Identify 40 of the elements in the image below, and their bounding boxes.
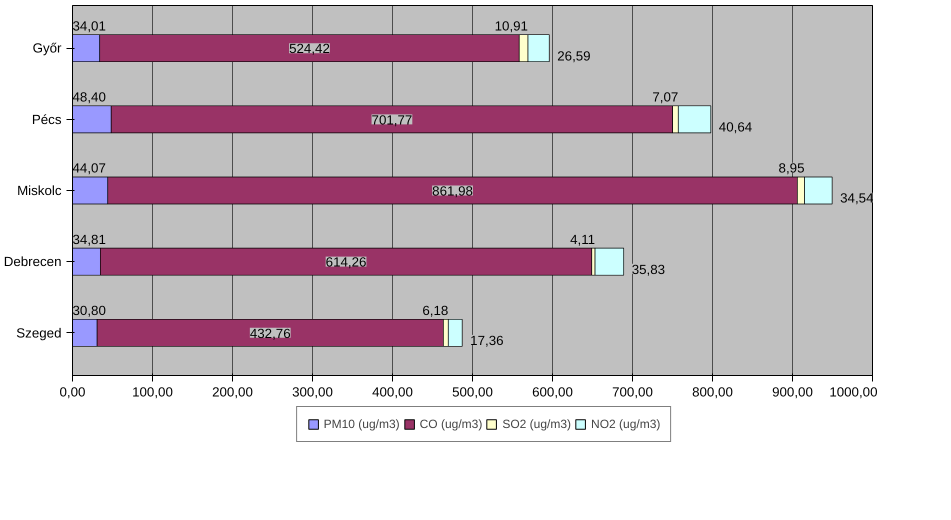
data-label: 861,98 — [432, 184, 473, 198]
legend-label: PM10 (ug/m3) — [324, 417, 400, 431]
data-label: 34,81 — [72, 232, 106, 247]
x-tick-label: 1000,00 — [829, 384, 878, 400]
x-tick-label: 900,00 — [772, 384, 813, 400]
y-tick-label: Szeged — [16, 325, 62, 340]
data-label: 35,83 — [632, 262, 666, 277]
legend-label: NO2 (ug/m3) — [591, 417, 660, 431]
data-label: 44,07 — [72, 160, 106, 176]
y-tick-label: Miskolc — [17, 183, 62, 198]
data-label: 524,42 — [289, 41, 330, 56]
data-label: 7,07 — [652, 90, 678, 105]
x-tick-label: 500,00 — [452, 384, 493, 400]
bar — [594, 248, 624, 276]
x-tick-label: 600,00 — [532, 384, 573, 400]
legend-label: SO2 (ug/m3) — [502, 417, 572, 431]
data-label: 8,95 — [778, 160, 805, 176]
data-label: 26,59 — [557, 48, 591, 64]
x-tick-label: 300,00 — [292, 384, 333, 400]
legend-label: CO (ug/m3) — [420, 417, 482, 431]
data-label: 48,40 — [72, 90, 106, 105]
x-tick-label: 400,00 — [372, 384, 413, 400]
x-tick-label: 800,00 — [692, 384, 733, 400]
data-label: 432,76 — [250, 326, 291, 341]
data-label: 701,77 — [372, 112, 412, 128]
x-tick-label: 200,00 — [212, 384, 253, 400]
data-label: 30,80 — [72, 303, 106, 318]
y-tick-label: Pécs — [32, 112, 62, 127]
data-label: 10,91 — [494, 18, 528, 34]
data-label: 614,26 — [326, 254, 366, 270]
y-tick-label: Győr — [32, 40, 62, 56]
x-tick-label: 100,00 — [132, 384, 173, 400]
x-tick-label: 700,00 — [612, 384, 653, 400]
x-tick-label: 0,00 — [60, 384, 86, 400]
data-label: 17,36 — [470, 332, 504, 348]
data-label: 6,18 — [422, 303, 448, 318]
y-tick-label: Debrecen — [4, 254, 62, 270]
data-label: 40,64 — [718, 119, 753, 134]
data-label: 4,11 — [570, 232, 596, 247]
data-label: 34,01 — [72, 18, 106, 34]
